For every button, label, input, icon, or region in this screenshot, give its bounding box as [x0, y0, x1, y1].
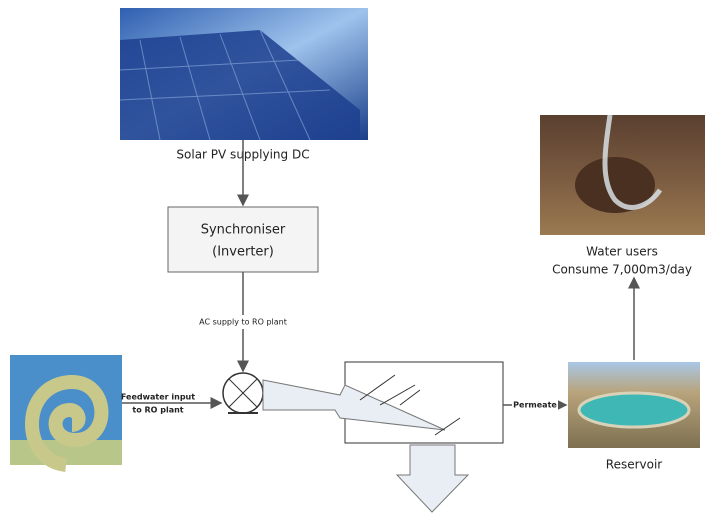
synchroniser-subtitle: (Inverter)	[212, 245, 274, 260]
solar-image	[119, 8, 368, 141]
synchroniser-box	[167, 206, 319, 273]
feedwater-image	[10, 355, 122, 472]
synchroniser-title: Synchroniser	[201, 223, 286, 238]
reservoir-image	[568, 362, 700, 448]
permeate-label: Permeate	[513, 401, 557, 410]
water-users-image	[540, 114, 705, 235]
water-users-label: Water users	[586, 245, 658, 259]
feedwater-label: Feedwater input	[121, 393, 195, 402]
reservoir-label: Reservoir	[606, 458, 663, 472]
pump-detail	[228, 378, 258, 408]
flow-arrow	[262, 379, 446, 431]
water-users-label: Consume 7,000m3/day	[552, 263, 692, 277]
ac-supply-label: AC supply to RO plant	[199, 318, 287, 327]
feedwater-label: to RO plant	[132, 406, 183, 415]
reject-arrow	[395, 444, 470, 513]
membrane-detail	[359, 374, 461, 436]
label-bg	[190, 315, 296, 329]
label-bg	[512, 399, 558, 411]
